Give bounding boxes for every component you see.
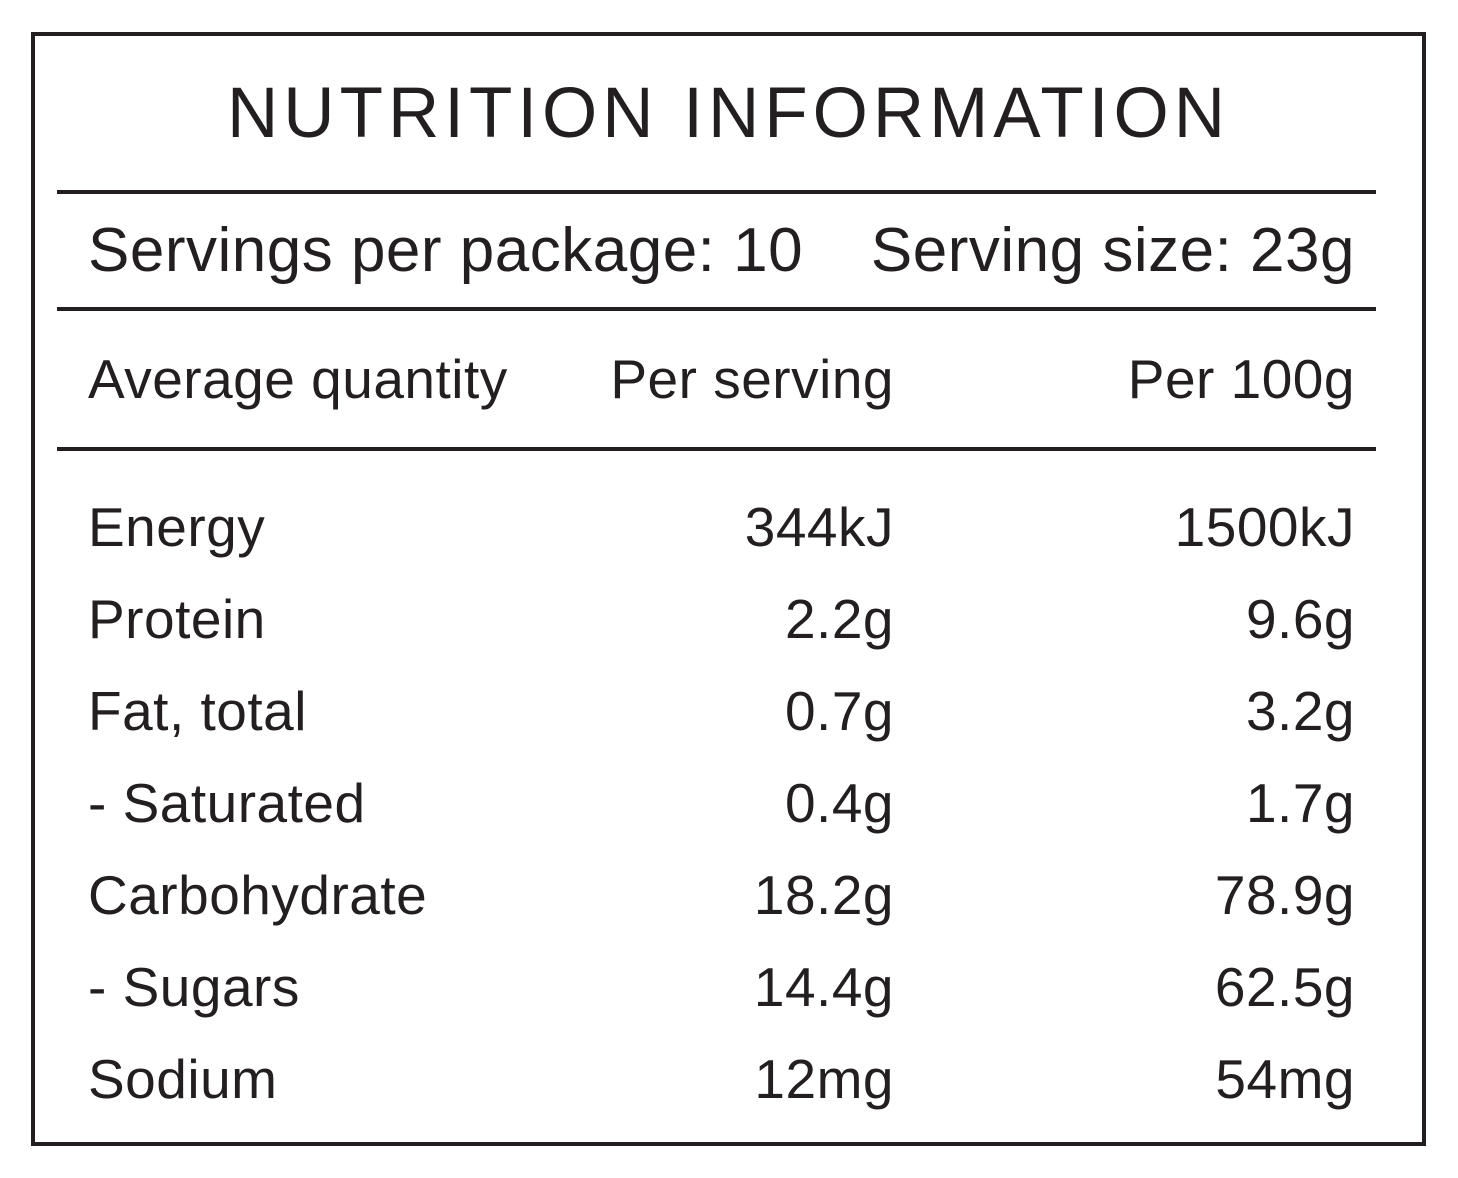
- nutrient-name: - Saturated: [88, 772, 366, 834]
- nutrient-name: - Sugars: [88, 956, 300, 1018]
- nutrient-name: Carbohydrate: [88, 864, 428, 926]
- per-100g-value: 78.9g: [1214, 864, 1355, 926]
- nutrient-name: Fat, total: [88, 680, 307, 742]
- nutrient-name: Sodium: [88, 1048, 278, 1110]
- page-title: NUTRITION INFORMATION: [227, 73, 1230, 153]
- servings-row: Servings per package: 10 Serving size: 2…: [35, 194, 1422, 307]
- per-100g-value: 9.6g: [1245, 588, 1355, 650]
- per-serving-value: 2.2g: [784, 588, 894, 650]
- table-row-sugars: - Sugars 14.4g 62.5g: [35, 941, 1422, 1033]
- per-serving-value: 14.4g: [753, 956, 894, 1018]
- nutrition-label: NUTRITION INFORMATION Servings per packa…: [31, 32, 1426, 1146]
- divider-below-title: [57, 190, 1376, 194]
- per-100g-value: 1500kJ: [1174, 496, 1355, 558]
- per-serving-value: 12mg: [754, 1048, 894, 1110]
- per-serving-value: 0.4g: [784, 772, 894, 834]
- table-row-energy: Energy 344kJ 1500kJ: [35, 481, 1422, 573]
- per-serving-value: 344kJ: [744, 496, 894, 558]
- table-row-fat-total: Fat, total 0.7g 3.2g: [35, 665, 1422, 757]
- column-header-average-quantity: Average quantity: [88, 348, 508, 410]
- per-100g-value: 3.2g: [1245, 680, 1355, 742]
- table-row-saturated: - Saturated 0.4g 1.7g: [35, 757, 1422, 849]
- table-row-sodium: Sodium 12mg 54mg: [35, 1033, 1422, 1125]
- column-header-per-serving: Per serving: [610, 348, 894, 410]
- divider-below-servings: [57, 307, 1376, 311]
- table-row-protein: Protein 2.2g 9.6g: [35, 573, 1422, 665]
- servings-per-package-text: Servings per package: 10: [88, 216, 804, 285]
- per-100g-value: 62.5g: [1214, 956, 1355, 1018]
- nutrient-name: Energy: [88, 496, 266, 558]
- per-100g-value: 54mg: [1215, 1048, 1355, 1110]
- per-serving-value: 18.2g: [753, 864, 894, 926]
- per-100g-value: 1.7g: [1245, 772, 1355, 834]
- title-section: NUTRITION INFORMATION: [35, 36, 1422, 190]
- table-row-carbohydrate: Carbohydrate 18.2g 78.9g: [35, 849, 1422, 941]
- per-serving-value: 0.7g: [784, 680, 894, 742]
- nutrition-table-body: Energy 344kJ 1500kJ Protein 2.2g 9.6g Fa…: [35, 451, 1422, 1125]
- nutrient-name: Protein: [88, 588, 266, 650]
- table-header-row: Average quantity Per serving Per 100g: [35, 311, 1422, 447]
- divider-below-header: [57, 447, 1376, 451]
- column-header-per-100g: Per 100g: [1127, 348, 1355, 410]
- serving-size-text: Serving size: 23g: [870, 216, 1355, 285]
